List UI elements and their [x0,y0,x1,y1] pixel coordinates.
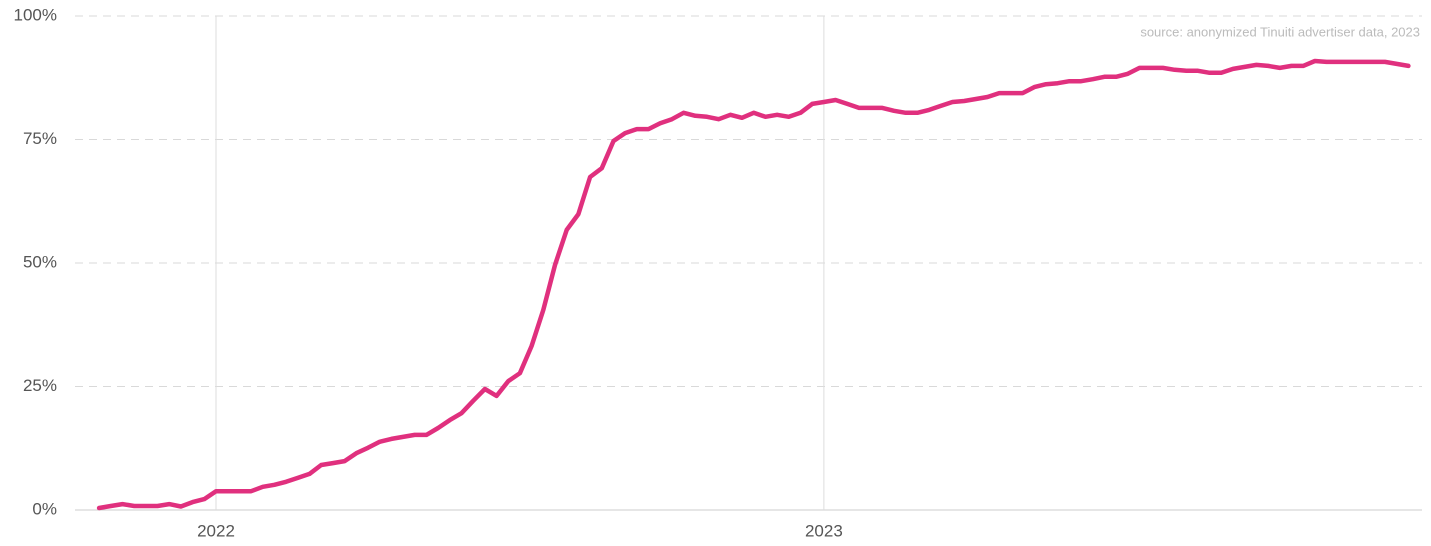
x-tick-label: 2023 [805,521,843,540]
x-tick-label: 2022 [197,521,235,540]
y-tick-label: 100% [14,5,57,24]
y-tick-label: 0% [32,499,57,518]
y-tick-label: 75% [23,129,57,148]
annotation: source: anonymized Tinuiti advertiser da… [1140,24,1420,39]
y-tick-label: 25% [23,376,57,395]
data-line [96,58,1411,511]
y-tick-label: 50% [23,252,57,271]
